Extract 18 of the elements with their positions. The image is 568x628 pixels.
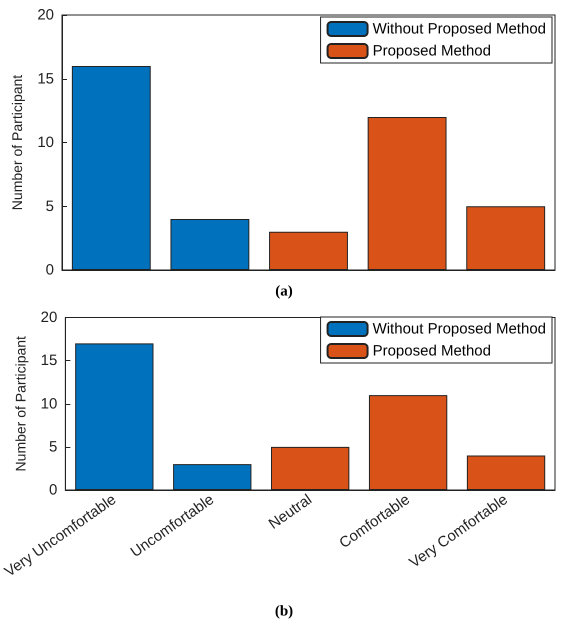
text: (a): [275, 284, 293, 300]
y-tick-label: 0: [49, 482, 58, 498]
y-tick-label: 20: [37, 6, 54, 24]
y-tick-label: 0: [46, 262, 54, 278]
legend-label: Without Proposed Method: [372, 320, 546, 338]
y-tick-label: 10: [40, 395, 58, 412]
y-tick-label: 5: [46, 198, 54, 215]
y-tick-label: 20: [40, 309, 58, 326]
y-tick-label: 5: [49, 438, 58, 456]
y-tick-label: 15: [40, 352, 58, 370]
y-tick-label: 10: [37, 134, 54, 151]
y-axis-title: Number of Participant: [12, 336, 28, 472]
y-axis-title: Number of Participant: [9, 74, 25, 210]
text: (b): [274, 604, 294, 620]
legend-label: Proposed Method: [372, 342, 491, 360]
y-tick-label: 15: [37, 70, 54, 88]
legend-label: Proposed Method: [372, 42, 491, 60]
legend-label: Without Proposed Method: [372, 20, 546, 38]
